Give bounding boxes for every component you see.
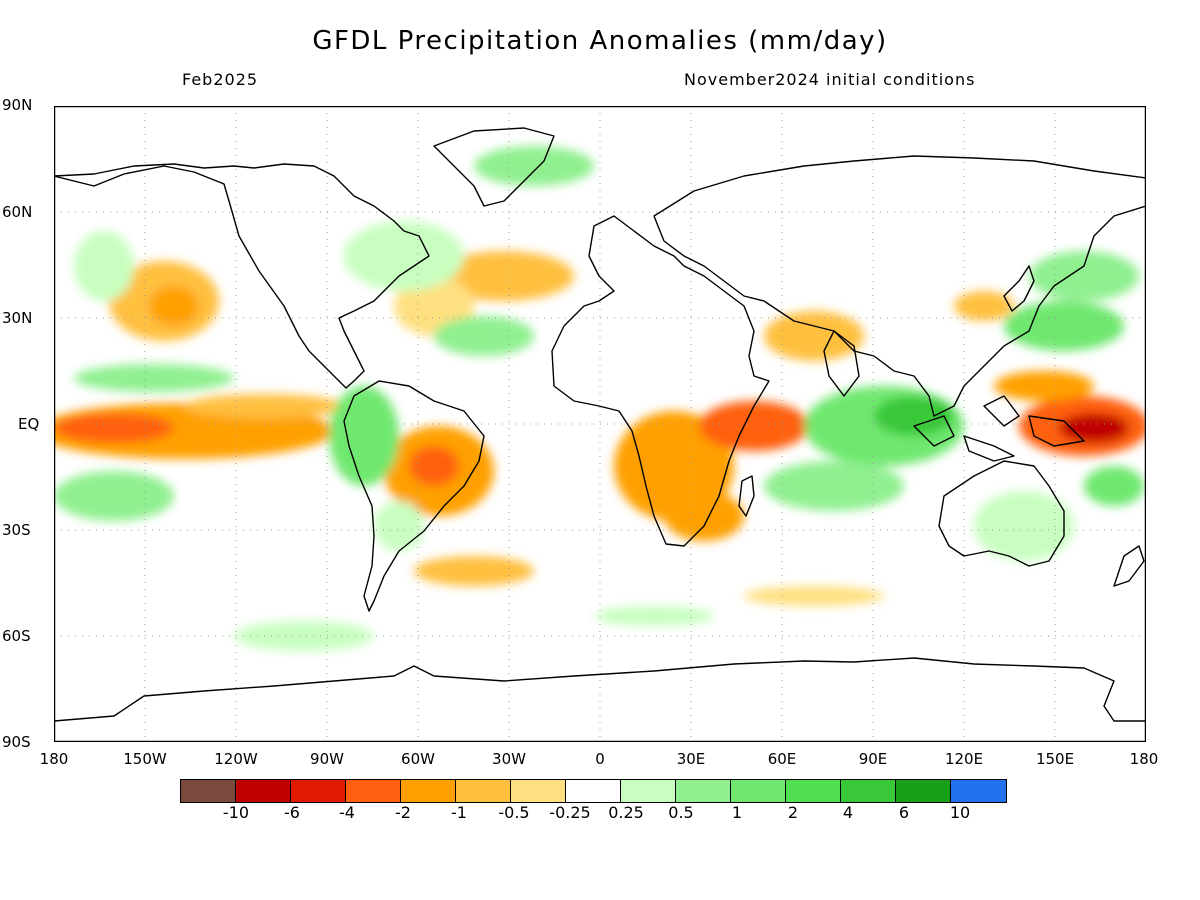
legend-label: -4 xyxy=(339,803,355,822)
lon-label: 30E xyxy=(676,750,706,768)
legend-label: -0.5 xyxy=(498,803,530,822)
lon-label: 150W xyxy=(123,750,167,768)
map-frame xyxy=(54,106,1146,742)
lon-label: 60W xyxy=(401,750,435,768)
lon-label: 180 xyxy=(1129,750,1159,768)
legend-swatch xyxy=(841,780,896,802)
legend-label: -1 xyxy=(451,803,467,822)
legend-swatch xyxy=(346,780,401,802)
lon-label: 150E xyxy=(1035,750,1075,768)
initial-conditions: November2024 initial conditions xyxy=(684,70,976,89)
legend-swatch xyxy=(511,780,566,802)
lat-label: 30N xyxy=(2,309,33,327)
lat-label: 90S xyxy=(2,733,31,751)
lon-label: 120E xyxy=(944,750,984,768)
lat-label: 30S xyxy=(2,521,31,539)
legend-label: 0.25 xyxy=(608,803,644,822)
legend-label: 0.5 xyxy=(668,803,694,822)
legend-swatch xyxy=(456,780,511,802)
legend-swatch xyxy=(896,780,951,802)
lat-label: 60N xyxy=(2,203,33,221)
lon-label: 120W xyxy=(214,750,258,768)
legend-label: 6 xyxy=(898,803,910,822)
legend-swatch xyxy=(566,780,621,802)
legend-label: 1 xyxy=(731,803,743,822)
lon-label: 30W xyxy=(492,750,526,768)
color-legend xyxy=(180,779,1007,803)
legend-swatch xyxy=(181,780,236,802)
lon-label: 90W xyxy=(310,750,344,768)
precipitation-anomaly-map xyxy=(54,106,1146,742)
lat-label: 90N xyxy=(2,96,33,114)
forecast-month: Feb2025 xyxy=(182,70,259,89)
lon-label: 90E xyxy=(858,750,888,768)
legend-label: -6 xyxy=(284,803,300,822)
legend-label: -0.25 xyxy=(549,803,591,822)
coastlines xyxy=(54,127,1146,722)
graticule xyxy=(54,106,1146,742)
legend-swatch xyxy=(621,780,676,802)
lon-label: 180 xyxy=(39,750,69,768)
legend-swatch xyxy=(236,780,291,802)
lon-label: 60E xyxy=(767,750,797,768)
legend-label: -2 xyxy=(395,803,411,822)
legend-swatch xyxy=(951,780,1006,802)
legend-swatch xyxy=(291,780,346,802)
legend-label: 10 xyxy=(949,803,971,822)
legend-swatch xyxy=(676,780,731,802)
legend-label: -10 xyxy=(222,803,250,822)
map-title: GFDL Precipitation Anomalies (mm/day) xyxy=(312,26,888,56)
legend-swatch xyxy=(786,780,841,802)
legend-swatch xyxy=(731,780,786,802)
legend-swatch xyxy=(401,780,456,802)
legend-label: 2 xyxy=(787,803,799,822)
lat-label: EQ xyxy=(18,415,40,433)
legend-label: 4 xyxy=(842,803,854,822)
anomaly-field xyxy=(54,146,1146,651)
lon-label: 0 xyxy=(595,750,605,768)
lat-label: 60S xyxy=(2,627,31,645)
